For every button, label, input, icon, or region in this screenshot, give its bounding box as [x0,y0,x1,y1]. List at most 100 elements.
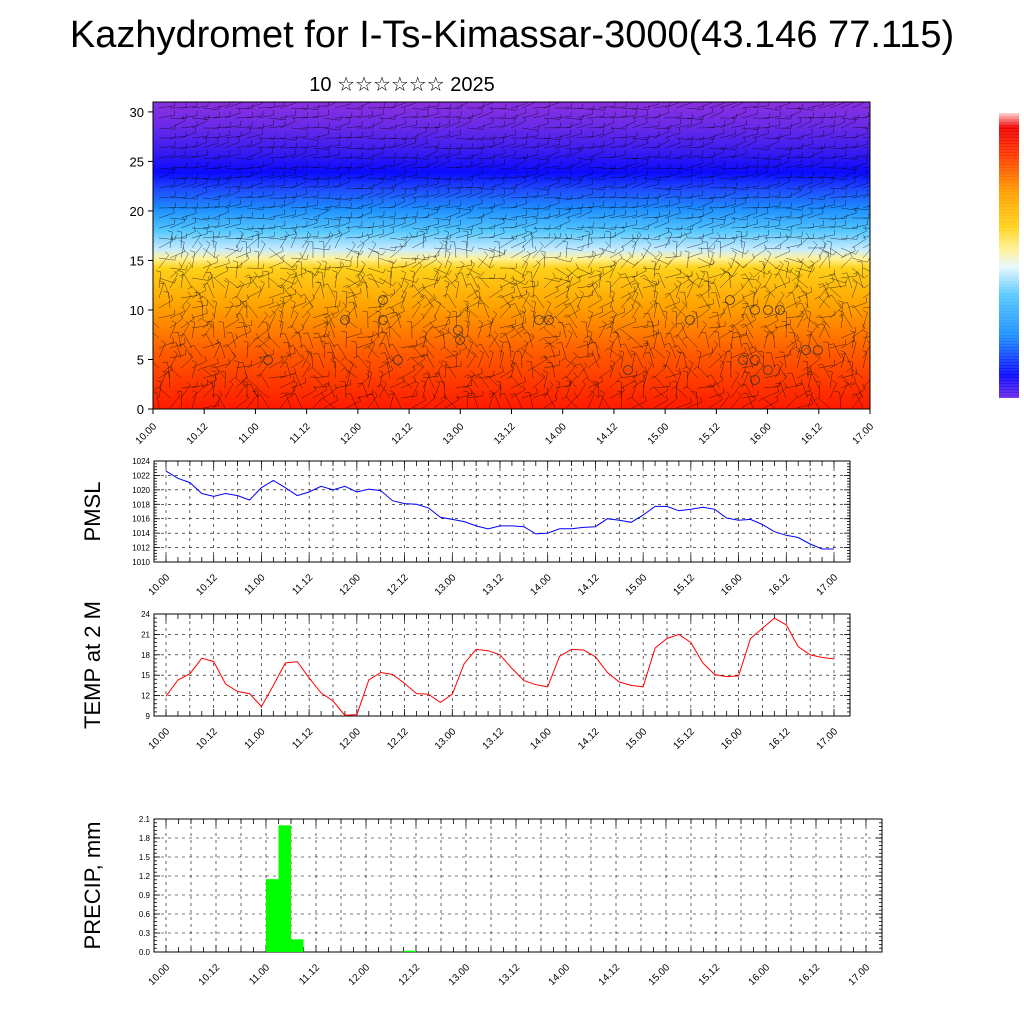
wind-barb [763,253,772,269]
wind-barb-flag [243,305,249,308]
wind-barb-flag [288,344,293,348]
wind-barb-flag [652,330,658,333]
wind-barb [279,297,293,309]
wind-barb-flag [332,290,338,293]
wind-barb-flag [317,162,319,168]
wind-barb-flag [481,217,483,223]
wind-barb [554,237,571,240]
wind-barb-flag [317,122,319,128]
wind-barb [323,342,326,359]
x-tick-label: 12.12 [397,962,423,988]
wind-barb-flag [482,124,485,130]
wind-barb [257,232,260,249]
wind-barb-flag [307,231,312,235]
wind-barb [422,319,437,329]
wind-barb-flag [349,117,351,123]
calm-circle [738,355,748,365]
wind-barb-flag [676,370,682,373]
wind-barb-flag [328,174,331,180]
wind-barb [630,397,644,409]
wind-barb [158,255,169,269]
wind-barb [631,214,648,219]
wind-barb [818,103,835,109]
x-tick-label: 10.00 [134,421,160,447]
wind-barb-flag [176,230,182,233]
wind-barb-flag [465,283,471,286]
wind-barb [521,343,529,359]
wind-barb-flag [716,232,721,237]
wind-barb-flag [733,216,736,222]
wind-barb-flag [328,245,331,251]
wind-barb [268,313,276,329]
wind-barb-flag [867,257,870,263]
wind-barb-flag [503,228,505,234]
wind-barb-flag [593,381,598,386]
wind-barb [510,203,527,209]
wind-barb [480,344,490,359]
wind-barb-flag [748,346,753,350]
wind-barb-flag [573,392,578,397]
wind-barb [741,362,748,379]
wind-barb [624,343,633,359]
wind-barb [708,344,718,359]
wind-barb [477,145,494,149]
wind-barb [169,154,186,159]
wind-barb-flag [654,302,660,305]
wind-barb [763,273,773,289]
wind-barb-flag [382,197,384,203]
wind-barb-flag [341,290,347,293]
wind-barb-flag [295,264,298,270]
wind-barb [510,267,526,277]
wind-barb-flag [287,325,292,329]
wind-barb-flag [458,226,460,232]
wind-barb [543,398,558,409]
wind-barb-flag [239,148,241,154]
wind-barb [367,177,384,180]
wind-barb-flag [446,310,451,314]
wind-barb [686,122,703,129]
wind-barb-flag [854,176,856,182]
wind-barb [730,217,747,221]
wind-barb [642,277,658,286]
wind-barb-flag [579,177,582,183]
wind-barb-flag [867,122,869,128]
wind-barb [846,272,853,289]
wind-barb [532,137,549,139]
wind-barb-flag [406,320,412,323]
wind-barb [385,352,391,369]
wind-barb-flag [422,330,427,333]
wind-barb [780,382,787,399]
wind-barb-flag [441,275,446,279]
wind-barb [158,373,167,389]
wind-barb [845,353,853,369]
wind-barb [433,161,449,169]
wind-barb [447,364,457,379]
wind-barb [796,176,813,179]
wind-barb [543,166,560,169]
wind-barb [569,323,578,339]
wind-barb [664,255,676,269]
wind-barb [697,201,713,209]
x-tick-label: 11.00 [243,726,268,751]
wind-barb [609,334,619,349]
wind-barb-flag [498,383,502,389]
series-line [165,470,834,550]
wind-barb [202,261,218,269]
wind-barb [378,137,395,139]
wind-barb-flag [218,132,220,138]
wind-barb [587,311,603,319]
wind-barb [796,313,805,329]
wind-barb [807,197,824,201]
wind-barb [224,304,241,309]
wind-barb-flag [778,178,780,184]
wind-barb [334,122,351,129]
wind-barb [499,122,516,129]
wind-barb-flag [540,241,544,246]
wind-barb [510,103,527,109]
wind-barb-flag [708,283,712,289]
wind-barb [290,313,299,329]
wind-barb [212,232,215,249]
wind-barb [499,305,511,319]
wind-barb-flag [245,383,251,386]
wind-barb-flag [671,306,676,311]
